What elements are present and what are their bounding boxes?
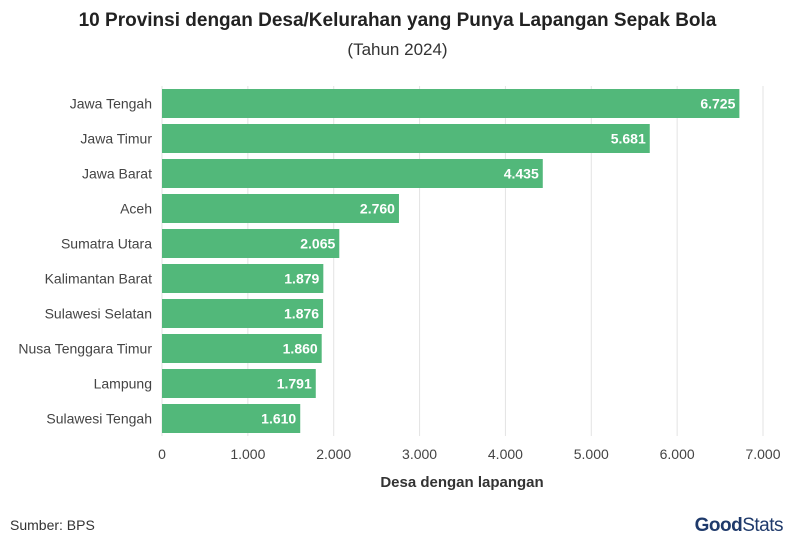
x-tick-label: 4.000 xyxy=(488,446,523,462)
bar xyxy=(162,299,324,328)
category-label: Nusa Tenggara Timur xyxy=(18,341,152,357)
brand-good: Good xyxy=(694,515,743,536)
category-label: Jawa Tengah xyxy=(70,96,152,112)
x-tick-label: 0 xyxy=(158,446,166,462)
x-tick-label: 7.000 xyxy=(745,446,780,462)
brand-logo: GoodStats xyxy=(694,515,784,537)
value-label: 4.435 xyxy=(504,166,539,182)
value-label: 1.860 xyxy=(283,341,318,357)
x-tick-label: 5.000 xyxy=(574,446,609,462)
category-label: Aceh xyxy=(120,201,152,217)
value-label: 6.725 xyxy=(700,96,735,112)
category-label: Sumatra Utara xyxy=(61,236,152,252)
category-label: Jawa Timur xyxy=(80,131,152,147)
bar xyxy=(162,404,301,433)
value-label: 1.610 xyxy=(261,411,296,427)
x-tick-label: 6.000 xyxy=(660,446,695,462)
x-tick-label: 3.000 xyxy=(402,446,437,462)
chart-subtitle: (Tahun 2024) xyxy=(347,40,448,59)
bar xyxy=(162,264,324,293)
value-label: 5.681 xyxy=(611,131,646,147)
category-label: Sulawesi Selatan xyxy=(45,306,152,322)
value-label: 1.791 xyxy=(277,376,312,392)
category-label: Lampung xyxy=(94,376,152,392)
x-axis-title: Desa dengan lapangan xyxy=(380,474,543,491)
bars xyxy=(162,89,740,433)
labels: 0 1.000 2.000 3.000 4.000 5.000 6.000 7.000 Jawa… xyxy=(18,96,780,463)
x-tick-label: 1.000 xyxy=(230,446,265,462)
value-label: 2.065 xyxy=(300,236,335,252)
brand-stats: Stats xyxy=(742,515,783,536)
bar xyxy=(162,194,399,223)
bar xyxy=(162,369,316,398)
value-label: 1.876 xyxy=(284,306,319,322)
bar xyxy=(162,229,340,258)
category-label: Jawa Barat xyxy=(82,166,152,182)
x-tick-label: 2.000 xyxy=(316,446,351,462)
bar xyxy=(162,89,740,118)
bar xyxy=(162,124,650,153)
value-label: 2.760 xyxy=(360,201,395,217)
bar xyxy=(162,334,322,363)
chart-title: 10 Provinsi dengan Desa/Kelurahan yang P… xyxy=(78,10,717,31)
value-label: 1.879 xyxy=(284,271,319,287)
bar xyxy=(162,159,543,188)
source-note: Sumber: BPS xyxy=(10,517,95,533)
category-label: Kalimantan Barat xyxy=(45,271,153,287)
category-label: Sulawesi Tengah xyxy=(46,411,152,427)
